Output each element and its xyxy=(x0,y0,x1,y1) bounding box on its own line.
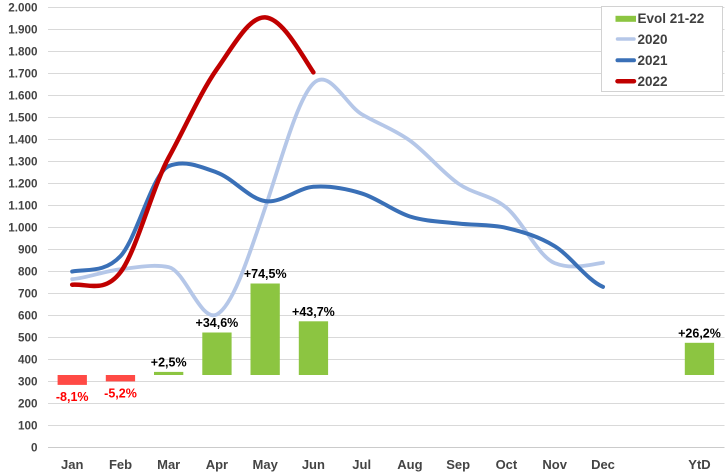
svg-text:1.100: 1.100 xyxy=(8,199,38,212)
svg-text:Feb: Feb xyxy=(109,457,132,472)
svg-text:Apr: Apr xyxy=(206,457,228,472)
svg-text:900: 900 xyxy=(18,243,38,256)
svg-text:1.900: 1.900 xyxy=(8,23,38,36)
svg-text:1.700: 1.700 xyxy=(8,67,38,80)
svg-text:2021: 2021 xyxy=(638,53,669,68)
svg-text:Jan: Jan xyxy=(61,457,83,472)
svg-text:1.000: 1.000 xyxy=(8,221,38,234)
svg-text:Dec: Dec xyxy=(591,457,615,472)
svg-text:100: 100 xyxy=(18,419,38,432)
svg-text:1.200: 1.200 xyxy=(8,177,38,190)
svg-text:-5,2%: -5,2% xyxy=(104,387,137,401)
svg-text:Evol 21-22: Evol 21-22 xyxy=(638,11,705,26)
svg-text:Sep: Sep xyxy=(446,457,470,472)
svg-text:+2,5%: +2,5% xyxy=(151,355,187,369)
svg-text:2.000: 2.000 xyxy=(8,1,38,14)
svg-text:1.500: 1.500 xyxy=(8,111,38,124)
svg-text:2020: 2020 xyxy=(638,32,668,47)
svg-text:+34,6%: +34,6% xyxy=(196,316,239,330)
svg-text:+74,5%: +74,5% xyxy=(244,267,287,281)
svg-text:YtD: YtD xyxy=(688,457,710,472)
svg-text:2022: 2022 xyxy=(638,74,668,89)
svg-text:1.300: 1.300 xyxy=(8,155,38,168)
svg-text:+26,2%: +26,2% xyxy=(678,326,721,340)
svg-text:-8,1%: -8,1% xyxy=(56,390,89,404)
svg-text:Oct: Oct xyxy=(496,457,518,472)
svg-text:300: 300 xyxy=(18,375,38,388)
svg-text:Mar: Mar xyxy=(157,457,180,472)
svg-text:Aug: Aug xyxy=(397,457,422,472)
svg-text:May: May xyxy=(253,457,279,472)
svg-text:600: 600 xyxy=(18,309,38,322)
svg-text:400: 400 xyxy=(18,353,38,366)
svg-text:1.600: 1.600 xyxy=(8,89,38,102)
svg-text:+43,7%: +43,7% xyxy=(292,305,335,319)
svg-text:Jul: Jul xyxy=(352,457,371,472)
svg-text:Nov: Nov xyxy=(542,457,567,472)
svg-text:1.800: 1.800 xyxy=(8,45,38,58)
svg-text:Jun: Jun xyxy=(302,457,325,472)
svg-text:500: 500 xyxy=(18,331,38,344)
svg-text:1.400: 1.400 xyxy=(8,133,38,146)
svg-text:0: 0 xyxy=(31,441,38,454)
svg-text:200: 200 xyxy=(18,397,38,410)
svg-text:800: 800 xyxy=(18,265,38,278)
svg-text:700: 700 xyxy=(18,287,38,300)
